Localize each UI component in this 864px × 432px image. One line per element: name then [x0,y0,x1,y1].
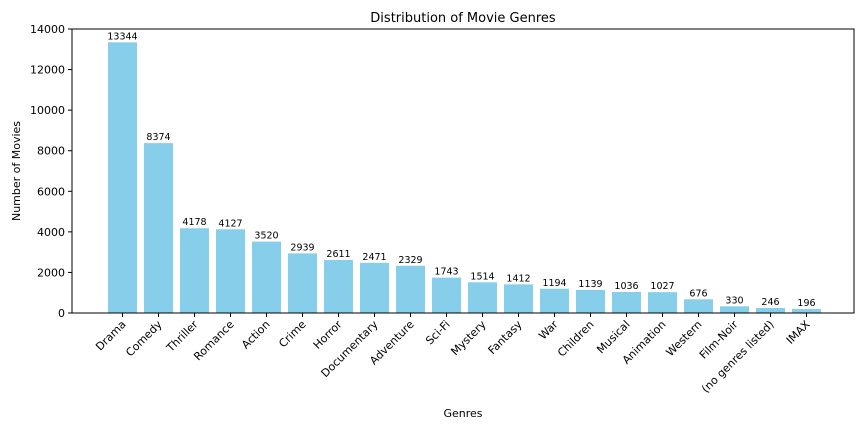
bar-children [576,289,605,313]
data-label-no-genres-listed: 246 [761,297,779,308]
bar-war [540,288,569,313]
data-label-romance: 4127 [218,218,242,229]
y-tick-label-0: 0 [58,307,65,320]
data-label-war: 1194 [542,278,566,289]
data-label-western: 676 [689,288,707,299]
x-tick-label-horror: Horror [311,318,345,352]
data-label-children: 1139 [578,279,602,290]
y-tick-label-10000: 10000 [30,104,65,117]
y-tick-label-2000: 2000 [37,266,65,279]
x-tick-label-imax: IMAX [784,318,813,347]
bar-horror [324,260,353,313]
bar-comedy [144,143,173,313]
bar-musical [612,291,641,313]
bar-film-noir [720,306,749,313]
data-labels-group: 13344 8374 4178 4127 3520 2939 2611 2471 2329 174… [107,31,815,309]
bar-romance [216,229,245,313]
bar-fantasy [504,284,533,313]
data-label-fantasy: 1412 [506,273,530,284]
x-tick-label-mystery: Mystery [448,318,489,359]
data-label-crime: 2939 [290,242,314,253]
y-tick-label-4000: 4000 [37,226,65,239]
data-label-drama: 13344 [107,31,137,42]
bar-crime [288,253,317,313]
x-tick-label-war: War [536,318,561,343]
data-label-animation: 1027 [650,281,674,292]
data-label-film-noir: 330 [725,295,743,306]
y-tick-label-8000: 8000 [37,145,65,158]
y-tick-label-12000: 12000 [30,64,65,77]
data-label-adventure: 2329 [398,255,422,266]
x-axis-label: Genres [443,407,482,420]
x-tick-label-crime: Crime [276,318,309,351]
y-axis: 0 2000 4000 6000 8000 10000 12000 14000 [30,23,72,320]
x-tick-label-romance: Romance [191,318,237,364]
data-label-imax: 196 [797,298,815,309]
data-label-thriller: 4178 [182,217,206,228]
data-label-mystery: 1514 [470,271,494,282]
bar-no-genres-listed [756,308,785,313]
x-tick-label-sci-fi: Sci-Fi [423,318,452,347]
bar-animation [648,292,677,313]
bar-action [252,241,281,313]
y-tick-label-6000: 6000 [37,185,65,198]
bar-western [684,299,713,313]
data-label-sci-fi: 1743 [434,267,458,278]
bars-group [108,42,821,313]
y-axis-label: Number of Movies [10,121,23,221]
x-tick-label-drama: Drama [93,318,128,353]
bar-mystery [468,282,497,313]
bar-imax [792,309,821,313]
x-tick-label-action: Action [239,318,273,352]
bar-thriller [180,228,209,313]
data-label-comedy: 8374 [146,132,170,143]
bar-documentary [360,262,389,313]
x-tick-label-comedy: Comedy [123,318,165,360]
x-tick-label-children: Children [555,318,597,360]
data-label-horror: 2611 [326,249,350,260]
plot-frame [71,28,855,314]
y-tick-label-14000: 14000 [30,23,65,36]
chart-title: Distribution of Movie Genres [370,11,556,26]
bar-sci-fi [432,277,461,313]
data-label-musical: 1036 [614,281,638,292]
data-label-action: 3520 [254,231,278,242]
data-label-documentary: 2471 [362,252,386,263]
bar-drama [108,42,137,313]
x-tick-label-fantasy: Fantasy [485,318,524,357]
bar-adventure [396,265,425,313]
